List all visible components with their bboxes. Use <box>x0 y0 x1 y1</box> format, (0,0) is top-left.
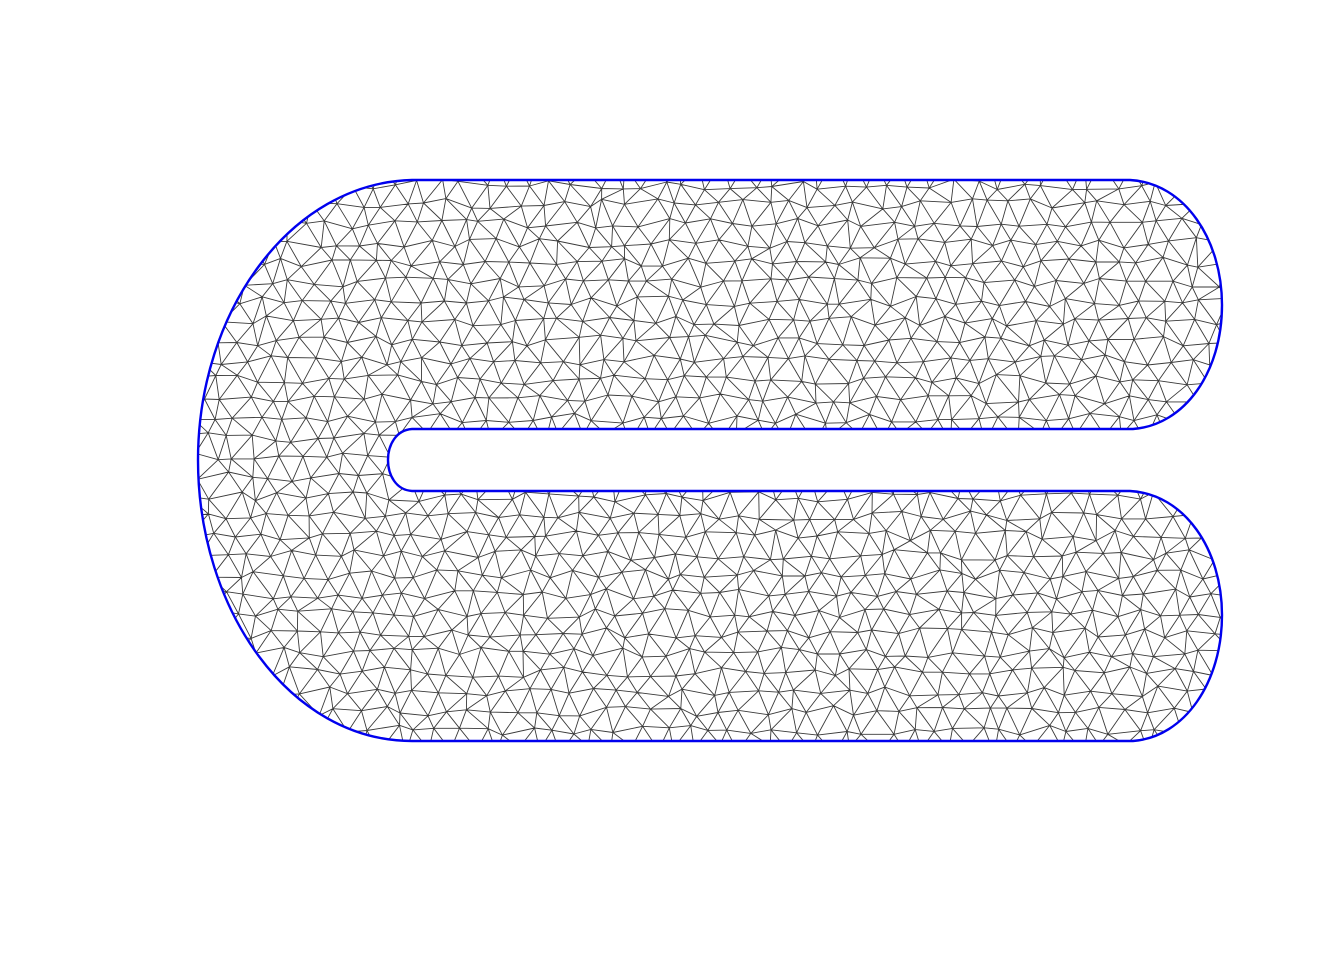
mesh-edges <box>198 180 1222 741</box>
mesh-triangles <box>198 180 1222 741</box>
domain-boundary <box>196 178 1224 743</box>
